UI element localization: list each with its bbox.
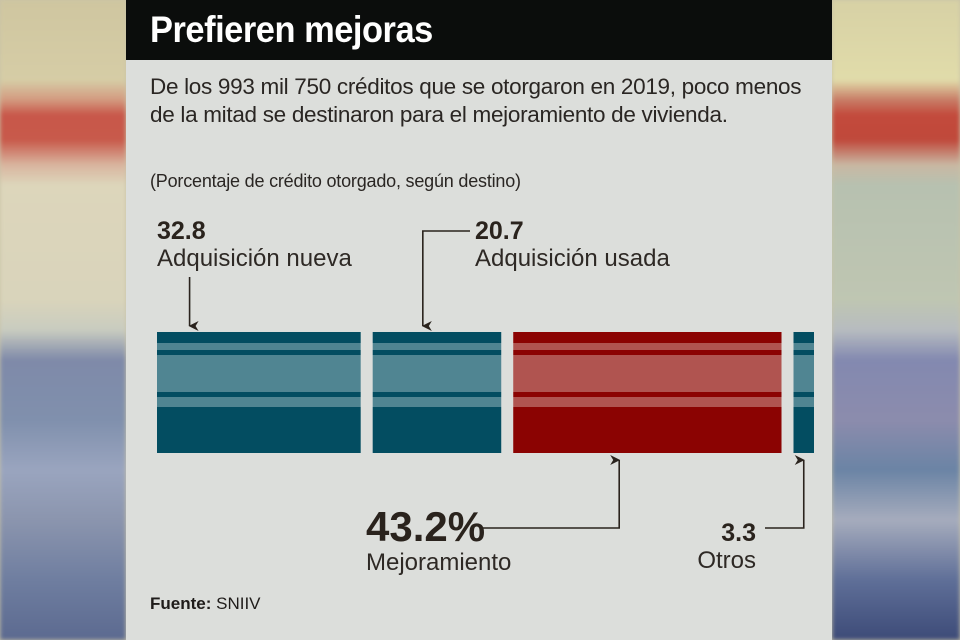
bar-stripe bbox=[157, 343, 361, 350]
bar-stripe bbox=[157, 355, 361, 392]
bar-otros bbox=[793, 332, 814, 453]
bar-stripe bbox=[157, 350, 361, 355]
label-adquisicion-usada: 20.7 Adquisición usada bbox=[475, 218, 670, 273]
value-otros: 3.3 bbox=[721, 519, 756, 547]
bar-stripe bbox=[793, 343, 814, 350]
bar-stripe bbox=[513, 343, 782, 350]
bar-stripe bbox=[157, 332, 361, 343]
bar-stripe bbox=[793, 407, 814, 453]
leader-arrow-mejoramiento bbox=[481, 455, 621, 529]
bar-adquisicion-usada bbox=[372, 332, 502, 453]
title-bar: Prefieren mejoras bbox=[126, 0, 832, 60]
name-adquisicion-nueva: Adquisición nueva bbox=[157, 245, 352, 272]
bar-stripe bbox=[793, 355, 814, 392]
chart-title: Prefieren mejoras bbox=[150, 9, 433, 50]
bar-adquisicion-nueva bbox=[157, 332, 361, 453]
stacked-bar-chart bbox=[157, 230, 814, 529]
name-adquisicion-usada: Adquisición usada bbox=[475, 245, 670, 272]
bar-stripe bbox=[157, 397, 361, 407]
bar-stripe bbox=[793, 332, 814, 343]
label-adquisicion-nueva: 32.8 Adquisición nueva bbox=[157, 218, 352, 273]
label-mejoramiento: 43.2% Mejoramiento bbox=[366, 505, 511, 577]
bar-stripe bbox=[513, 392, 782, 397]
bar-stripe bbox=[372, 350, 502, 355]
bar-stripe bbox=[513, 350, 782, 355]
bar-stripe bbox=[513, 407, 782, 453]
leader-arrow-otros bbox=[765, 455, 805, 529]
bar-stripe bbox=[793, 392, 814, 397]
name-mejoramiento: Mejoramiento bbox=[366, 549, 512, 576]
bar-stripe bbox=[372, 392, 502, 397]
value-mejoramiento: 43.2% bbox=[366, 503, 486, 550]
bar-stripe bbox=[793, 350, 814, 355]
bar-stripe bbox=[372, 407, 502, 453]
bar-stripe bbox=[372, 332, 502, 343]
blurred-background-right bbox=[832, 0, 960, 640]
chart-description: De los 993 mil 750 créditos que se otorg… bbox=[150, 74, 802, 127]
value-adquisicion-usada: 20.7 bbox=[475, 217, 524, 245]
label-otros: 3.3 Otros bbox=[686, 520, 756, 575]
bars-group bbox=[157, 332, 814, 453]
leader-arrow-adquisicion-usada bbox=[421, 230, 470, 331]
value-adquisicion-nueva: 32.8 bbox=[157, 217, 206, 245]
infographic-panel: Prefieren mejoras De los 993 mil 750 cré… bbox=[126, 0, 832, 640]
source-label: Fuente: bbox=[150, 594, 212, 613]
bar-stripe bbox=[157, 407, 361, 453]
bar-stripe bbox=[793, 397, 814, 407]
bar-stripe bbox=[513, 355, 782, 392]
bar-stripe bbox=[372, 355, 502, 392]
source-value: SNIIV bbox=[216, 594, 261, 613]
bar-stripe bbox=[372, 397, 502, 407]
bar-stripe bbox=[372, 343, 502, 350]
bar-stripe bbox=[513, 332, 782, 343]
chart-subtitle: (Porcentaje de crédito otorgado, según d… bbox=[150, 171, 521, 191]
name-otros: Otros bbox=[697, 547, 756, 574]
leader-lines-group bbox=[188, 230, 805, 529]
source-note: Fuente: SNIIV bbox=[150, 594, 261, 614]
bar-mejoramiento bbox=[513, 332, 782, 453]
bar-stripe bbox=[513, 397, 782, 407]
bar-stripe bbox=[157, 392, 361, 397]
blurred-background-left bbox=[0, 0, 126, 640]
